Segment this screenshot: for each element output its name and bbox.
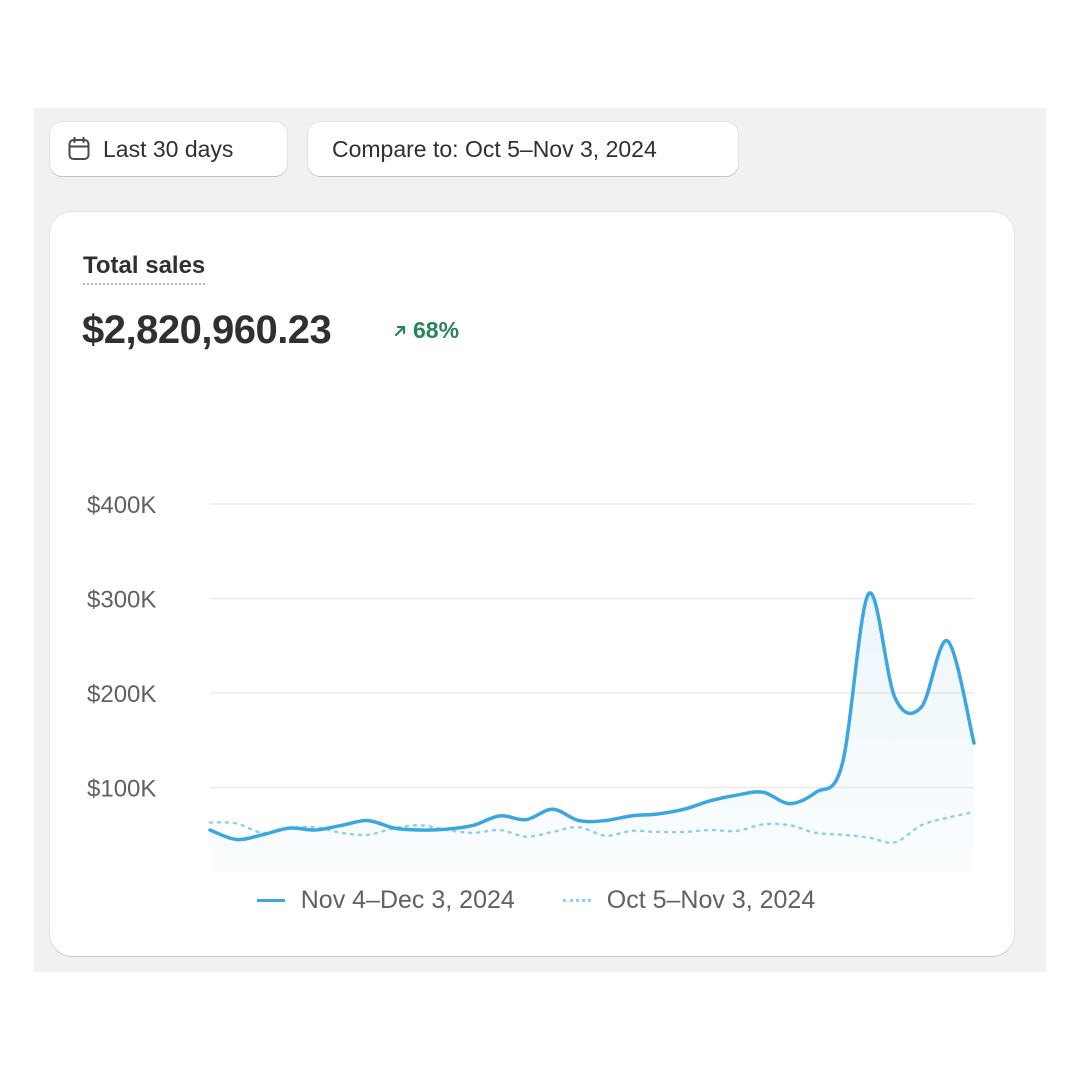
date-range-label: Last 30 days [103, 135, 234, 162]
data-point-previous [260, 830, 266, 836]
sales-line-chart: $400K$300K$200K$100K$0Nov 4Nov 9Nov 14No… [87, 492, 977, 872]
data-point-current [971, 740, 977, 746]
data-point-previous [312, 824, 318, 830]
data-point-current [708, 798, 714, 804]
data-point-current [470, 822, 476, 828]
data-point-current [655, 811, 661, 817]
data-point-previous [629, 828, 635, 834]
data-point-previous [207, 819, 213, 825]
arrow-up-right-icon [394, 325, 406, 336]
data-point-current [576, 818, 582, 824]
y-tick-label: $400K [87, 492, 156, 519]
data-point-previous [760, 821, 766, 827]
series-line-current [208, 591, 976, 842]
data-point-current [523, 817, 529, 823]
y-tick-label: $100K [87, 776, 156, 803]
data-point-previous [391, 825, 397, 831]
data-point-previous [549, 829, 555, 835]
data-point-previous [602, 833, 608, 839]
data-point-previous [971, 809, 977, 815]
change-value: 68% [413, 317, 460, 343]
data-point-previous [918, 822, 924, 828]
chart-legend: Nov 4–Dec 3, 2024 Oct 5–Nov 3, 2024 [50, 880, 1014, 920]
data-point-current [918, 704, 924, 710]
data-point-previous [444, 827, 450, 833]
date-range-button[interactable]: Last 30 days [50, 122, 287, 176]
total-sales-card: Total sales $2,820,960.23 68% $400K $300K… [50, 212, 1014, 956]
data-point-current [233, 836, 239, 842]
data-point-current [629, 813, 635, 819]
y-tick-label: $200K [87, 681, 156, 708]
data-point-previous [523, 834, 529, 840]
data-point-previous [497, 827, 503, 833]
data-point-current [813, 789, 819, 795]
y-tick-label: $300K [87, 587, 156, 614]
legend-label-previous: Oct 5–Nov 3, 2024 [606, 885, 816, 914]
legend-swatch-solid [256, 898, 285, 902]
data-point-current [760, 789, 766, 795]
data-point-current [365, 818, 371, 824]
legend-swatch-dotted [562, 898, 591, 902]
data-point-current [892, 695, 898, 701]
data-point-previous [787, 822, 793, 828]
data-point-previous [470, 830, 476, 836]
data-point-previous [892, 839, 898, 845]
data-point-current [549, 806, 555, 812]
compare-label: Compare to: Oct 5–Nov 3, 2024 [332, 135, 657, 162]
data-point-previous [708, 827, 714, 833]
data-point-current [866, 591, 872, 597]
data-point-previous [339, 830, 345, 836]
data-point-previous [576, 824, 582, 830]
data-point-previous [866, 835, 872, 841]
data-point-current [339, 822, 345, 828]
data-point-previous [286, 825, 292, 831]
calendar-icon [68, 137, 90, 160]
y-tick-label: $0 [87, 870, 114, 872]
data-point-current [602, 818, 608, 824]
data-point-previous [233, 820, 239, 826]
data-point-current [497, 813, 503, 819]
data-point-previous [418, 822, 424, 828]
data-point-current [681, 806, 687, 812]
data-point-previous [655, 829, 661, 835]
analytics-panel: Last 30 days Compare to: Oct 5–Nov 3, 20… [34, 108, 1046, 972]
data-point-previous [365, 832, 371, 838]
data-point-previous [945, 815, 951, 821]
change-badge: 68% [393, 317, 459, 344]
data-point-current [839, 761, 845, 767]
data-point-previous [839, 832, 845, 838]
legend-label-current: Nov 4–Dec 3, 2024 [300, 885, 515, 914]
total-sales-value: $2,820,960.23 [82, 308, 332, 352]
legend-item-previous[interactable]: Oct 5–Nov 3, 2024 [555, 886, 815, 915]
data-point-previous [681, 829, 687, 835]
data-point-previous [813, 830, 819, 836]
data-point-previous [734, 828, 740, 834]
legend-item-current[interactable]: Nov 4–Dec 3, 2024 [249, 886, 515, 915]
compare-to-button[interactable]: Compare to: Oct 5–Nov 3, 2024 [308, 122, 738, 176]
card-title[interactable]: Total sales [83, 252, 206, 285]
data-point-current [734, 792, 740, 798]
data-point-current [787, 801, 793, 807]
data-point-current [945, 638, 951, 644]
data-point-current [207, 827, 213, 833]
